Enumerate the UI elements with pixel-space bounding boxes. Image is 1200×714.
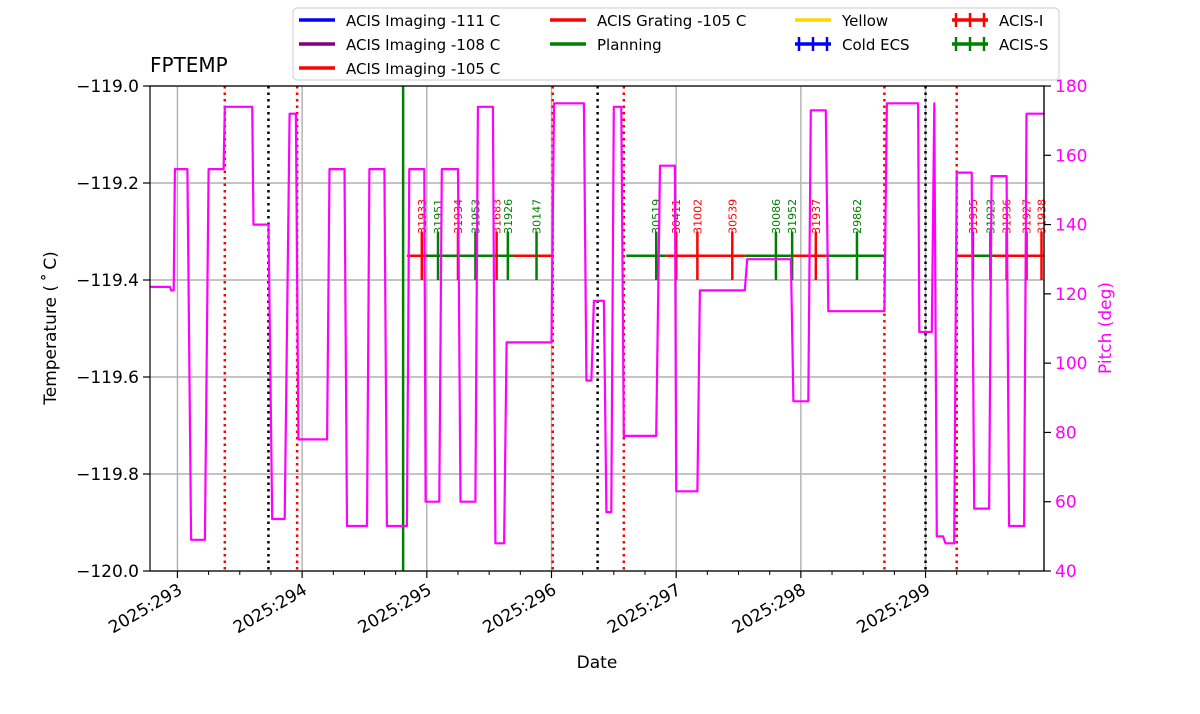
obsid-label: 31933 xyxy=(416,199,429,234)
y-tick-label: −119.6 xyxy=(76,368,139,388)
y2-tick-label: 40 xyxy=(1055,562,1077,582)
legend-label: ACIS Imaging -111 C xyxy=(346,12,500,30)
y2-tick-label: 140 xyxy=(1055,216,1087,236)
y-tick-label: −119.2 xyxy=(76,174,139,194)
legend-box xyxy=(292,7,1060,81)
y-tick-label: −119.8 xyxy=(76,465,139,485)
y2-tick-label: 60 xyxy=(1055,493,1077,513)
obsid-label: 30539 xyxy=(726,199,739,234)
x-axis-label: Date xyxy=(577,653,618,673)
pitch-layer xyxy=(150,102,1044,545)
legend-label: ACIS-I xyxy=(999,12,1043,30)
y2-tick-label: 120 xyxy=(1055,285,1087,305)
y-tick-label: −119.4 xyxy=(76,271,139,291)
obsid-label: 31951 xyxy=(432,199,445,234)
legend-label: ACIS Imaging -108 C xyxy=(346,36,500,54)
obsid-label: 31926 xyxy=(502,199,515,234)
obsid-label: 31935 xyxy=(967,199,980,234)
y-tick-label: −119.0 xyxy=(76,77,139,97)
legend-label: Planning xyxy=(597,36,662,54)
obsid-label: 30411 xyxy=(670,199,683,234)
obsid-label: 31952 xyxy=(786,199,799,234)
y2-tick-label: 80 xyxy=(1055,423,1077,443)
pitch-series-line xyxy=(150,102,1044,545)
legend: ACIS Imaging -111 C ACIS Imaging -108 C AC… xyxy=(292,7,1060,81)
legend-label: Cold ECS xyxy=(842,36,910,54)
obsid-label: 30086 xyxy=(770,199,783,234)
y2-axis-label: Pitch (deg) xyxy=(1096,282,1116,374)
obsid-label: 31938 xyxy=(1036,199,1049,234)
legend-label: Yellow xyxy=(841,12,888,30)
legend-label: ACIS Imaging -105 C xyxy=(346,60,500,78)
legend-label: ACIS Grating -105 C xyxy=(597,12,746,30)
obsid-label: 30519 xyxy=(650,199,663,234)
obsid-label: 31953 xyxy=(469,199,482,234)
chart-title: FPTEMP xyxy=(150,53,228,77)
obsid-label: 30147 xyxy=(531,199,544,234)
obsid-label: 31927 xyxy=(1021,199,1034,234)
y-tick-label: −120.0 xyxy=(76,562,139,582)
legend-label: ACIS-S xyxy=(999,36,1048,54)
y-axis-label: Temperature ( ˚ C) xyxy=(40,251,61,406)
obsid-label: 31937 xyxy=(810,199,823,234)
obsid-label: 29862 xyxy=(851,199,864,234)
y2-tick-label: 100 xyxy=(1055,354,1087,374)
obsid-label: 31002 xyxy=(691,199,704,234)
y2-tick-label: 160 xyxy=(1055,146,1087,166)
y2-tick-label: 180 xyxy=(1055,77,1087,97)
